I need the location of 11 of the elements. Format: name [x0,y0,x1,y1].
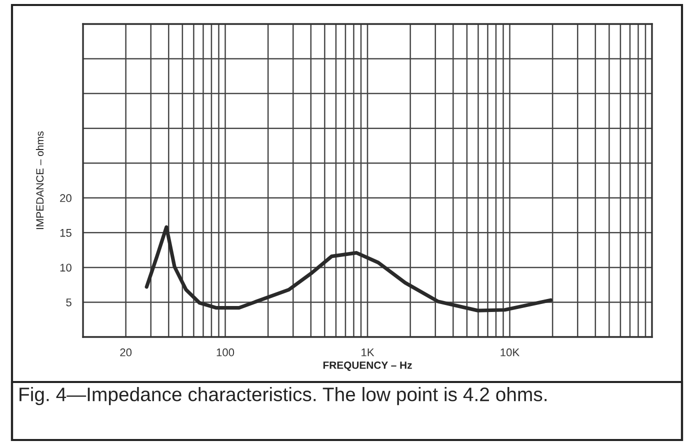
x-axis-title: FREQUENCY – Hz [323,362,412,371]
x-tick-label: 100 [216,348,234,356]
x-tick-label: 10K [500,348,520,356]
y-tick-label: 15 [60,229,72,237]
y-tick-label: 5 [66,298,72,306]
y-tick-label: 10 [60,264,72,272]
x-tick-label: 20 [120,348,132,356]
y-tick-label: 20 [60,194,72,202]
caption: Fig. 4—Impedance characteristics. The low point is 4.2 ohms. [20,387,547,406]
x-tick-label: 1K [362,348,374,356]
y-axis-title: IMPEDANCE – ohms [36,131,44,230]
